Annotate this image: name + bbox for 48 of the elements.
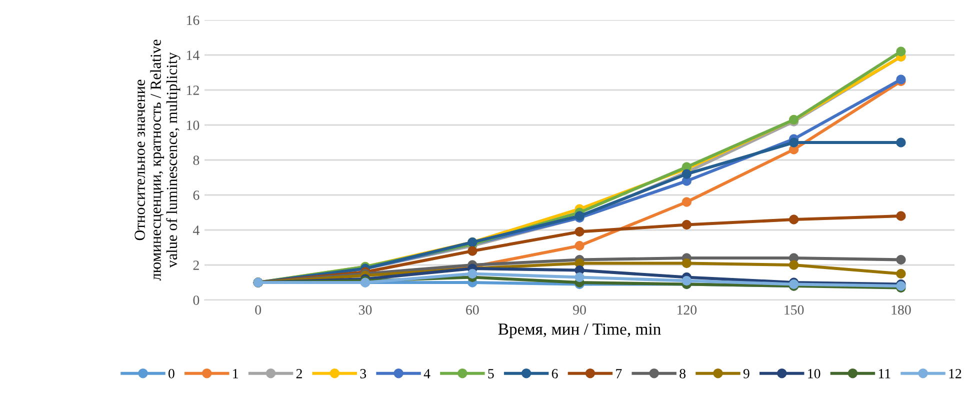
- legend-label: 0: [168, 368, 174, 378]
- point: [788, 138, 799, 148]
- x-tick-label: 90: [573, 305, 586, 315]
- y-tick-label: 12: [187, 86, 199, 95]
- legend-label: 2: [296, 369, 302, 378]
- y-tick-label: 2: [193, 260, 199, 270]
- point: [896, 46, 906, 56]
- y-tick-label: 14: [187, 50, 200, 60]
- x-axis-title: Время, мин / Time, min: [498, 324, 661, 338]
- x-tick-label: 0: [255, 305, 262, 315]
- point: [788, 214, 799, 224]
- y-tick-label: 0: [193, 296, 200, 305]
- point: [468, 246, 478, 256]
- y-tick-label: 10: [187, 120, 200, 130]
- point: [682, 197, 692, 207]
- legend-label: 6: [552, 369, 558, 378]
- legend-label: 11: [878, 369, 890, 378]
- point: [682, 220, 692, 230]
- point: [896, 211, 906, 221]
- legend-label: 12: [949, 369, 962, 378]
- x-tick-label: 150: [784, 305, 804, 315]
- point: [682, 276, 692, 286]
- x-tick-label: 180: [892, 305, 911, 315]
- legend-label: 1: [233, 369, 238, 378]
- legend-label: 5: [488, 369, 494, 378]
- legend-label: 8: [680, 368, 686, 378]
- y-tick-label: 8: [193, 156, 200, 165]
- point: [682, 258, 692, 268]
- x-tick-label: 60: [466, 305, 479, 315]
- legend-label: 3: [360, 369, 366, 378]
- x-tick-label: 120: [677, 305, 697, 315]
- legend-label: 9: [743, 369, 750, 378]
- y-axis-title: Относительное значение люминесценции, кратность / Relative value of luminescence, multiplicity: [134, 40, 180, 281]
- y-tick-label: 16: [187, 16, 200, 25]
- legend-label: 4: [424, 369, 430, 378]
- legend-label: 10: [808, 368, 820, 378]
- y-tick-label: 4: [193, 226, 200, 235]
- y-tick-label: 6: [193, 190, 200, 200]
- point: [788, 260, 799, 270]
- point: [468, 268, 478, 279]
- point: [896, 138, 906, 148]
- point: [574, 240, 584, 251]
- legend-label: 7: [616, 369, 622, 378]
- point: [896, 254, 906, 265]
- point: [896, 268, 906, 279]
- point: [574, 226, 584, 237]
- point: [574, 272, 584, 282]
- x-tick-label: 30: [358, 305, 372, 315]
